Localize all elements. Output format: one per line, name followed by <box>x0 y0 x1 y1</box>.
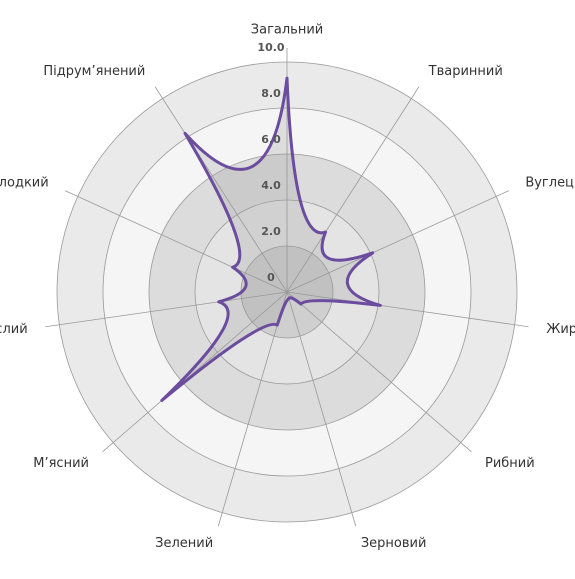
axis-line <box>102 291 288 453</box>
axis-label: Кислий <box>0 322 28 337</box>
axis-line <box>64 190 288 293</box>
tick-label: 2.0 <box>261 225 281 238</box>
axis-label: Зерновий <box>361 536 427 551</box>
tick-label: 8.0 <box>261 87 281 100</box>
axis-line <box>217 291 288 527</box>
axis-line <box>286 291 529 328</box>
axis-label: Рибний <box>485 456 535 471</box>
axis-label: Вуглець <box>525 176 575 191</box>
axis-label: Зелений <box>155 536 213 551</box>
axis-label: Підрум’янений <box>43 64 145 79</box>
tick-label: 4.0 <box>261 179 281 192</box>
axis-line <box>286 190 510 293</box>
axis-line <box>154 86 288 293</box>
axis-line <box>45 291 288 328</box>
axis-line <box>286 291 357 527</box>
axis-label: М’ясний <box>33 456 89 471</box>
axis-label: Загальний <box>251 23 323 38</box>
tick-label: 0 <box>267 271 275 284</box>
axis-line <box>286 291 472 453</box>
tick-label: 10.0 <box>257 41 284 54</box>
axis-label: Тваринний <box>428 64 503 79</box>
axis-label: Солодкий <box>0 176 49 191</box>
tick-label: 6.0 <box>261 133 281 146</box>
axis-label: Жирний <box>546 322 575 337</box>
data-area <box>160 76 382 402</box>
axis-line <box>286 86 420 293</box>
